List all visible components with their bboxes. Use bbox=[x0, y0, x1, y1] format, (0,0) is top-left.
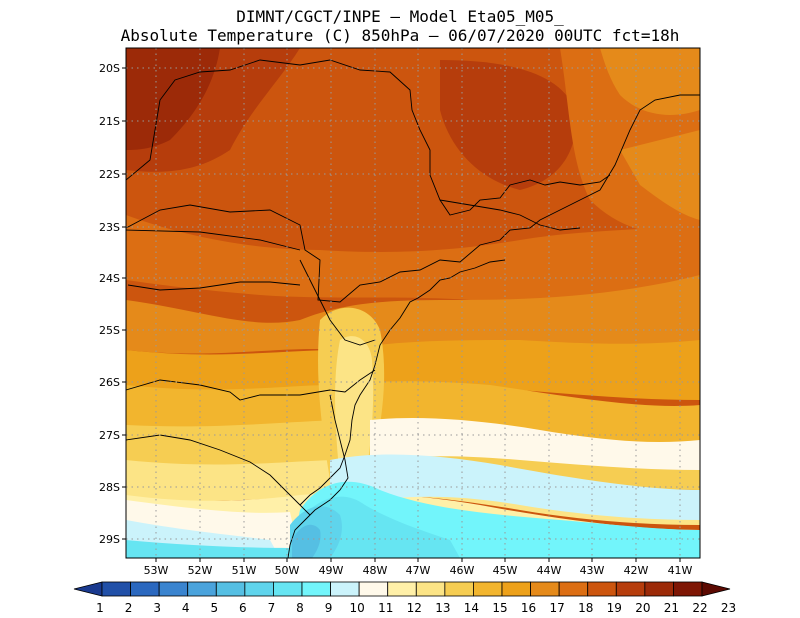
lon-label-53w: 53W bbox=[144, 564, 169, 577]
lat-label-27s: 27S bbox=[99, 429, 120, 442]
colorbar-swatch bbox=[130, 581, 160, 597]
colorbar-swatch bbox=[301, 581, 331, 597]
longitude-labels: 53W 52W 51W 50W 49W 48W 47W 46W 45W 44W … bbox=[144, 564, 693, 577]
colorbar-label: 3 bbox=[153, 601, 161, 615]
colorbar-swatch bbox=[644, 581, 674, 597]
lon-label-45w: 45W bbox=[493, 564, 518, 577]
lon-label-46w: 46W bbox=[450, 564, 475, 577]
graticule bbox=[126, 48, 700, 558]
colorbar-label: 4 bbox=[182, 601, 190, 615]
lat-label-24s: 24S bbox=[99, 272, 120, 285]
colorbar-label: 18 bbox=[578, 601, 593, 615]
colorbar-swatch bbox=[101, 581, 131, 597]
lon-label-50w: 50W bbox=[275, 564, 300, 577]
colorbar-label: 20 bbox=[635, 601, 650, 615]
colorbar-label: 5 bbox=[210, 601, 218, 615]
lon-label-48w: 48W bbox=[363, 564, 388, 577]
map-title-line-2: Absolute Temperature (C) 850hPa – 06/07/… bbox=[120, 26, 680, 45]
colorbar-swatch bbox=[387, 581, 417, 597]
colorbar-swatch bbox=[215, 581, 246, 597]
lat-label-23s: 23S bbox=[99, 221, 120, 234]
colorbar-label: 17 bbox=[550, 601, 565, 615]
colorbar-label: 12 bbox=[407, 601, 422, 615]
colorbar-label: 13 bbox=[435, 601, 450, 615]
latitude-labels: 20S 21S 22S 23S 24S 25S 26S 27S 28S 29S bbox=[99, 62, 120, 546]
lat-label-26s: 26S bbox=[99, 376, 120, 389]
colorbar-label: 15 bbox=[492, 601, 507, 615]
temperature-field bbox=[126, 48, 700, 558]
lon-label-41w: 41W bbox=[668, 564, 693, 577]
lat-label-25s: 25S bbox=[99, 324, 120, 337]
colorbar-label: 22 bbox=[692, 601, 707, 615]
colorbar-swatch bbox=[530, 581, 560, 597]
colorbar: 1 2 3 4 5 6 7 8 9 10 11 12 13 14 15 16 17 18 19 20 21 22 23 bbox=[73, 581, 736, 615]
colorbar-label: 7 bbox=[268, 601, 276, 615]
colorbar-label: 16 bbox=[521, 601, 536, 615]
colorbar-swatch bbox=[358, 581, 389, 597]
colorbar-swatch bbox=[673, 581, 703, 597]
colorbar-label: 8 bbox=[296, 601, 304, 615]
colorbar-label: 9 bbox=[325, 601, 333, 615]
colorbar-swatch bbox=[501, 581, 531, 597]
lon-label-49w: 49W bbox=[319, 564, 344, 577]
map-frame bbox=[125, 47, 701, 559]
lat-label-29s: 29S bbox=[99, 533, 120, 546]
coastlines-borders bbox=[126, 59, 700, 558]
colorbar-label: 11 bbox=[378, 601, 393, 615]
colorbar-swatch bbox=[415, 581, 446, 597]
lon-label-44w: 44W bbox=[537, 564, 562, 577]
colorbar-arrow-high bbox=[701, 581, 731, 597]
colorbar-label: 1 bbox=[96, 601, 104, 615]
colorbar-swatch bbox=[187, 581, 217, 597]
colorbar-swatch bbox=[473, 581, 503, 597]
lat-label-20s: 20S bbox=[99, 62, 120, 75]
colorbar-label: 6 bbox=[239, 601, 247, 615]
colorbar-swatch bbox=[273, 581, 303, 597]
colorbar-swatch bbox=[615, 581, 646, 597]
colorbar-swatch bbox=[558, 581, 589, 597]
colorbar-swatch bbox=[444, 581, 474, 597]
lon-label-43w: 43W bbox=[580, 564, 605, 577]
lat-label-22s: 22S bbox=[99, 168, 120, 181]
colorbar-label: 2 bbox=[125, 601, 133, 615]
colorbar-label: 19 bbox=[607, 601, 622, 615]
colorbar-label: 10 bbox=[350, 601, 365, 615]
colorbar-swatch bbox=[244, 581, 274, 597]
lon-label-47w: 47W bbox=[406, 564, 431, 577]
map-title-line-1: DIMNT/CGCT/INPE – Model Eta05_M05_ bbox=[236, 7, 564, 26]
lat-label-21s: 21S bbox=[99, 115, 120, 128]
colorbar-label: 21 bbox=[664, 601, 679, 615]
colorbar-arrow-low bbox=[73, 581, 103, 597]
lon-label-51w: 51W bbox=[232, 564, 257, 577]
lat-label-28s: 28S bbox=[99, 481, 120, 494]
axis-ticks bbox=[122, 67, 681, 562]
lon-label-42w: 42W bbox=[624, 564, 649, 577]
colorbar-swatch bbox=[587, 581, 617, 597]
colorbar-swatch bbox=[330, 581, 360, 597]
colorbar-label: 23 bbox=[721, 601, 736, 615]
colorbar-label: 14 bbox=[464, 601, 479, 615]
colorbar-swatch bbox=[158, 581, 189, 597]
lon-label-52w: 52W bbox=[188, 564, 213, 577]
